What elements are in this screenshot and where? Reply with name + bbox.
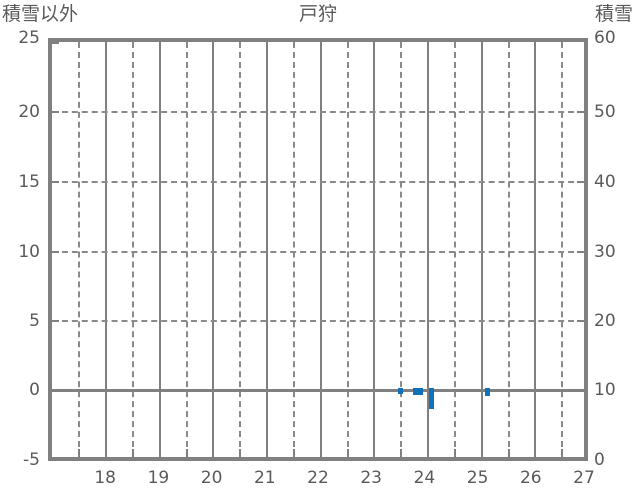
x-tick-label-23: 23 bbox=[360, 468, 382, 488]
right-tick-label-0: 0 bbox=[594, 450, 605, 470]
left-tick-label-5: 5 bbox=[29, 311, 40, 331]
bar bbox=[398, 387, 404, 395]
gridline-vertical-solid bbox=[427, 42, 429, 457]
tick-bottom-minor bbox=[239, 449, 241, 457]
left-tick-label-20: 20 bbox=[18, 102, 40, 122]
tick-left-5 bbox=[52, 320, 59, 322]
left-tick-label-10: 10 bbox=[18, 242, 40, 262]
bar bbox=[485, 387, 491, 397]
chart-title: 戸狩 bbox=[298, 3, 337, 25]
x-tick-label-21: 21 bbox=[253, 468, 276, 488]
right-tick-label-10: 10 bbox=[594, 380, 616, 400]
tick-bottom-minor bbox=[400, 449, 402, 457]
gridline-vertical-dashed bbox=[186, 42, 188, 457]
x-tick-label-25: 25 bbox=[466, 468, 489, 488]
left-tick-label-25: 25 bbox=[18, 28, 40, 48]
gridline-vertical-dashed bbox=[239, 42, 241, 457]
gridline-vertical-dashed bbox=[508, 42, 510, 457]
right-tick-label-20: 20 bbox=[594, 311, 616, 331]
tick-right-50 bbox=[577, 111, 584, 113]
gridline-vertical-solid bbox=[320, 42, 322, 457]
zero-line bbox=[52, 389, 584, 392]
tick-left-20 bbox=[52, 111, 59, 113]
tick-bottom-major bbox=[373, 449, 375, 457]
right-tick-label-40: 40 bbox=[594, 172, 616, 192]
x-tick-label-19: 19 bbox=[147, 468, 170, 488]
tick-bottom-major bbox=[159, 449, 161, 457]
tick-bottom-minor bbox=[347, 449, 349, 457]
tick-bottom-minor bbox=[454, 449, 456, 457]
tick-left-15 bbox=[52, 181, 59, 183]
tick-bottom-major bbox=[105, 449, 107, 457]
tick-bottom-major bbox=[534, 449, 536, 457]
gridline-vertical-dashed bbox=[454, 42, 456, 457]
x-tick-label-24: 24 bbox=[413, 468, 436, 488]
x-tick-label-26: 26 bbox=[519, 468, 542, 488]
right-tick-label-60: 60 bbox=[594, 28, 616, 48]
tick-bottom-minor bbox=[561, 449, 563, 457]
tick-left-25 bbox=[52, 42, 59, 44]
tick-bottom-major bbox=[320, 449, 322, 457]
x-tick-label-27: 27 bbox=[573, 468, 595, 488]
tick-bottom-minor bbox=[186, 449, 188, 457]
gridline-vertical-dashed bbox=[400, 42, 402, 457]
left-axis-title: 積雪以外 bbox=[2, 3, 79, 25]
gridline-vertical-solid bbox=[534, 42, 536, 457]
gridline-vertical-solid bbox=[266, 42, 268, 457]
gridline-vertical-solid bbox=[159, 42, 161, 457]
tick-bottom-major bbox=[266, 449, 268, 457]
tick-bottom-minor bbox=[78, 449, 80, 457]
left-tick-label-0: 0 bbox=[29, 380, 40, 400]
plot-area bbox=[48, 38, 588, 461]
gridline-horizontal-20 bbox=[52, 111, 584, 113]
tick-bottom-minor bbox=[132, 449, 134, 457]
gridline-vertical-dashed bbox=[78, 42, 80, 457]
gridline-horizontal-15 bbox=[52, 181, 584, 183]
tick-right-20 bbox=[577, 320, 584, 322]
gridline-vertical-solid bbox=[373, 42, 375, 457]
bar bbox=[428, 387, 434, 410]
gridline-horizontal-5 bbox=[52, 320, 584, 322]
tick-right-30 bbox=[577, 251, 584, 253]
tick-bottom-minor bbox=[508, 449, 510, 457]
tick-bottom-minor bbox=[293, 449, 295, 457]
gridline-vertical-dashed bbox=[293, 42, 295, 457]
gridline-vertical-dashed bbox=[347, 42, 349, 457]
tick-bottom-major bbox=[481, 449, 483, 457]
x-tick-label-20: 20 bbox=[200, 468, 223, 488]
gridline-horizontal-10 bbox=[52, 251, 584, 253]
plot-inner bbox=[52, 42, 584, 457]
tick-right-10 bbox=[577, 389, 584, 391]
tick-left-0 bbox=[52, 389, 59, 391]
bar bbox=[412, 387, 418, 395]
tick-left-10 bbox=[52, 251, 59, 253]
tick-bottom-major bbox=[212, 449, 214, 457]
x-tick-label-22: 22 bbox=[307, 468, 329, 488]
bar bbox=[418, 387, 424, 395]
gridline-vertical-solid bbox=[105, 42, 107, 457]
tick-bottom-major bbox=[427, 449, 429, 457]
right-tick-label-50: 50 bbox=[594, 102, 616, 122]
gridline-vertical-solid bbox=[212, 42, 214, 457]
gridline-vertical-dashed bbox=[132, 42, 134, 457]
gridline-vertical-solid bbox=[481, 42, 483, 457]
right-tick-label-30: 30 bbox=[594, 242, 616, 262]
left-tick-label--5: -5 bbox=[23, 450, 40, 470]
left-tick-label-15: 15 bbox=[18, 172, 40, 192]
right-axis-title: 積雪 bbox=[594, 3, 633, 25]
gridline-vertical-dashed bbox=[561, 42, 563, 457]
x-tick-label-18: 18 bbox=[94, 468, 116, 488]
tick-right-40 bbox=[577, 181, 584, 183]
